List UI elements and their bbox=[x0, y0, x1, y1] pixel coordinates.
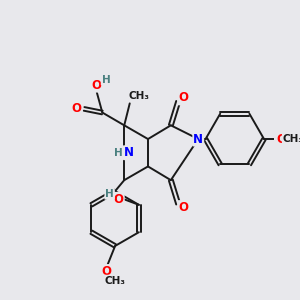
Text: H: H bbox=[102, 75, 110, 85]
Text: O: O bbox=[114, 193, 124, 206]
Text: O: O bbox=[178, 201, 189, 214]
Text: O: O bbox=[92, 79, 102, 92]
Text: O: O bbox=[178, 92, 189, 104]
Text: H: H bbox=[114, 148, 123, 158]
Text: H: H bbox=[105, 189, 114, 199]
Text: O: O bbox=[101, 265, 111, 278]
Text: O: O bbox=[72, 102, 82, 116]
Text: CH₃: CH₃ bbox=[283, 134, 300, 144]
Text: N: N bbox=[124, 146, 134, 159]
Text: CH₃: CH₃ bbox=[105, 276, 126, 286]
Text: CH₃: CH₃ bbox=[128, 91, 149, 101]
Text: O: O bbox=[276, 133, 286, 146]
Text: N: N bbox=[193, 133, 203, 146]
